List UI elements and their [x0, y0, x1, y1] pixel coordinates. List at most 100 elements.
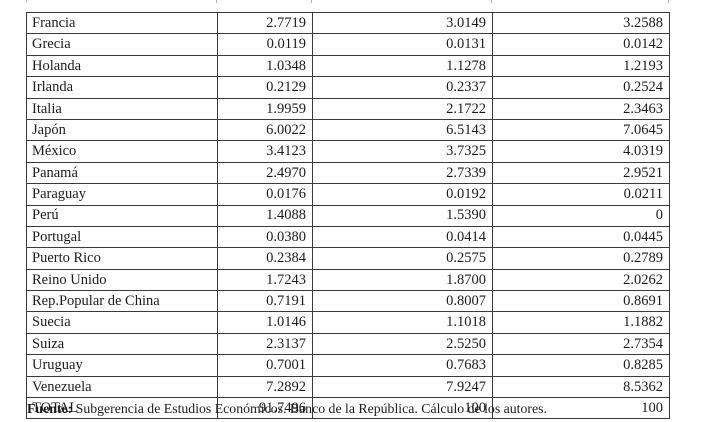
country-cell: México — [26, 140, 218, 163]
value-cell: 0.0211 — [492, 183, 670, 206]
value-cell: 6.0022 — [217, 118, 313, 142]
table-row: Grecia 0.0119 0.0131 0.0142 — [26, 33, 670, 56]
country-cell: Reino Unido — [26, 268, 218, 292]
value-cell: 2.5250 — [312, 332, 493, 356]
value-cell: 1.4088 — [217, 204, 313, 227]
table-row: Irlanda 0.2129 0.2337 0.2524 — [26, 76, 670, 99]
table-row: México 3.4123 3.7325 4.0319 — [26, 140, 670, 163]
table-row: Panamá 2.4970 2.7339 2.9521 — [26, 161, 670, 185]
value-cell: 100 — [492, 397, 670, 420]
value-cell: 0.0131 — [312, 33, 493, 56]
value-cell: 1.2193 — [492, 54, 670, 78]
table-row: Uruguay 0.7001 0.7683 0.8285 — [26, 354, 670, 377]
cropped-gridline-tick — [491, 0, 492, 3]
value-cell: 0.0445 — [492, 225, 670, 249]
value-cell: 0 — [492, 204, 670, 227]
value-cell: 0.7683 — [312, 354, 493, 377]
cropped-gridline-tick — [311, 0, 312, 3]
table-row: Puerto Rico 0.2384 0.2575 0.2789 — [26, 247, 670, 270]
source-note-text: Subgerencia de Estudios Económicos. Banc… — [72, 401, 547, 416]
value-cell: 2.3463 — [492, 97, 670, 120]
value-cell: 1.5390 — [312, 204, 493, 227]
value-cell: 3.7325 — [312, 140, 493, 163]
value-cell: 0.7191 — [217, 290, 313, 313]
country-values-table: Francia 2.7719 3.0149 3.2588 Grecia 0.0119 0.0… — [26, 11, 670, 420]
value-cell: 1.1278 — [312, 54, 493, 78]
country-cell: Venezuela — [26, 375, 218, 399]
value-cell: 0.2524 — [492, 76, 670, 99]
value-cell: 7.2892 — [217, 375, 313, 399]
value-cell: 0.2575 — [312, 247, 493, 270]
value-cell: 1.8700 — [312, 268, 493, 292]
country-cell: Grecia — [26, 33, 218, 56]
value-cell: 0.0192 — [312, 183, 493, 206]
source-note: Fuente: Subgerencia de Estudios Económic… — [27, 401, 547, 417]
value-cell: 7.9247 — [312, 375, 493, 399]
value-cell: 0.2337 — [312, 76, 493, 99]
table-row: Reino Unido 1.7243 1.8700 2.0262 — [26, 268, 670, 292]
value-cell: 0.8691 — [492, 290, 670, 313]
table-row: Italia 1.9959 2.1722 2.3463 — [26, 97, 670, 120]
value-cell: 0.0119 — [217, 33, 313, 56]
table-body: Francia 2.7719 3.0149 3.2588 Grecia 0.0119 0.0… — [26, 11, 670, 420]
value-cell: 2.0262 — [492, 268, 670, 292]
country-cell: Paraguay — [26, 183, 218, 206]
table-row: Suecia 1.0146 1.1018 1.1882 — [26, 311, 670, 334]
value-cell: 1.9959 — [217, 97, 313, 120]
value-cell: 0.2384 — [217, 247, 313, 270]
table-row: Perú 1.4088 1.5390 0 — [26, 204, 670, 227]
country-cell: Puerto Rico — [26, 247, 218, 270]
value-cell: 1.0348 — [217, 54, 313, 78]
country-cell: Perú — [26, 204, 218, 227]
table-row: Francia 2.7719 3.0149 3.2588 — [26, 11, 670, 35]
value-cell: 100 — [312, 397, 493, 420]
table-row: Rep.Popular de China 0.7191 0.8007 0.8691 — [26, 290, 670, 313]
value-cell: 0.2129 — [217, 76, 313, 99]
value-cell: 8.5362 — [492, 375, 670, 399]
value-cell: 1.0146 — [217, 311, 313, 334]
table-row: Holanda 1.0348 1.1278 1.2193 — [26, 54, 670, 78]
table-row: Suiza 2.3137 2.5250 2.7354 — [26, 332, 670, 356]
value-cell: 3.2588 — [492, 11, 670, 35]
value-cell: 2.4970 — [217, 161, 313, 185]
cropped-gridline-tick — [216, 0, 217, 3]
value-cell: 3.4123 — [217, 140, 313, 163]
value-cell: 0.8007 — [312, 290, 493, 313]
value-cell: 1.1018 — [312, 311, 493, 334]
source-note-label: Fuente: — [27, 401, 73, 416]
value-cell: 0.0176 — [217, 183, 313, 206]
value-cell: 0.0380 — [217, 225, 313, 249]
country-cell: Portugal — [26, 225, 218, 249]
country-cell: TOTAL — [26, 397, 218, 420]
value-cell: 0.2789 — [492, 247, 670, 270]
country-cell: Panamá — [26, 161, 218, 185]
country-cell: Holanda — [26, 54, 218, 78]
value-cell: 2.7339 — [312, 161, 493, 185]
value-cell: 2.9521 — [492, 161, 670, 185]
value-cell: 7.0645 — [492, 118, 670, 142]
value-cell: 0.8285 — [492, 354, 670, 377]
cropped-gridline-tick — [26, 0, 27, 3]
value-cell: 1.7243 — [217, 268, 313, 292]
value-cell: 1.1882 — [492, 311, 670, 334]
country-cell: Francia — [26, 11, 218, 35]
value-cell: 6.5143 — [312, 118, 493, 142]
country-cell: Suiza — [26, 332, 218, 356]
value-cell: 2.7719 — [217, 11, 313, 35]
cropped-gridline-tick — [668, 0, 669, 3]
country-cell: Italia — [26, 97, 218, 120]
country-cell: Irlanda — [26, 76, 218, 99]
value-cell: 2.7354 — [492, 332, 670, 356]
table-row: Venezuela 7.2892 7.9247 8.5362 — [26, 375, 670, 399]
value-cell: 2.3137 — [217, 332, 313, 356]
table-row: Paraguay 0.0176 0.0192 0.0211 — [26, 183, 670, 206]
value-cell: 2.1722 — [312, 97, 493, 120]
table-row: Portugal 0.0380 0.0414 0.0445 — [26, 225, 670, 249]
value-cell: 0.7001 — [217, 354, 313, 377]
table-row: Japón 6.0022 6.5143 7.0645 — [26, 118, 670, 142]
table-row: TOTAL 91.7496 100 100 — [26, 397, 670, 420]
country-cell: Japón — [26, 118, 218, 142]
country-cell: Suecia — [26, 311, 218, 334]
value-cell: 3.0149 — [312, 11, 493, 35]
value-cell: 0.0414 — [312, 225, 493, 249]
